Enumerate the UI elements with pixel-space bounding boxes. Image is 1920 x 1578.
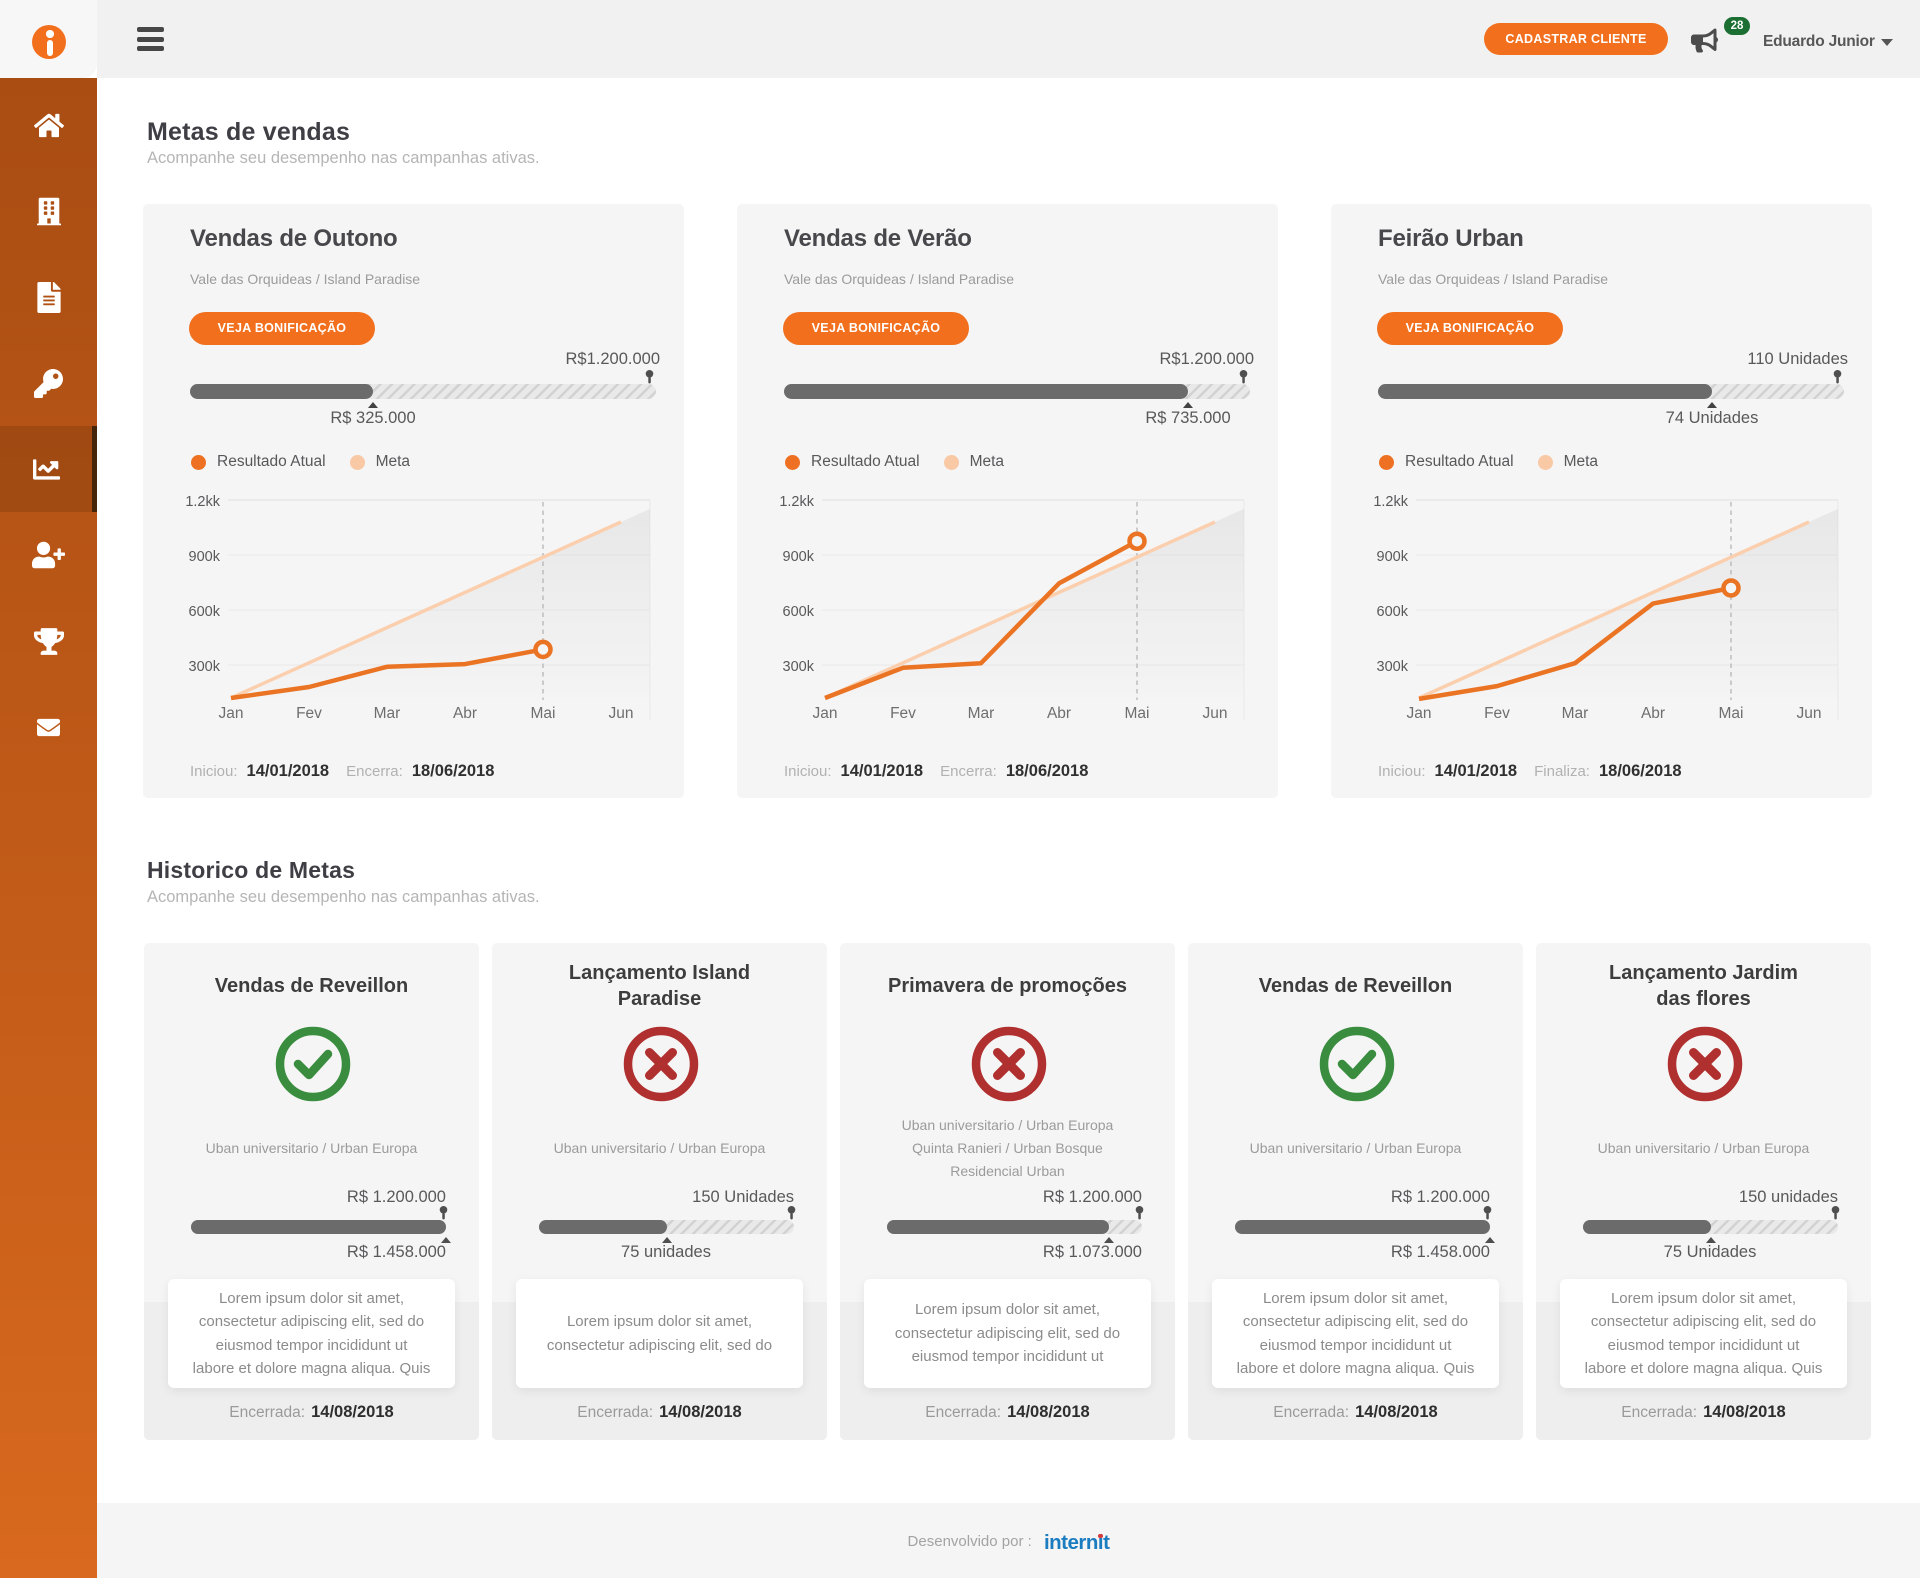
svg-text:300k: 300k xyxy=(783,659,815,675)
svg-text:Mar: Mar xyxy=(1562,705,1589,722)
svg-text:Mar: Mar xyxy=(968,705,995,722)
svg-text:1.2kk: 1.2kk xyxy=(1373,494,1408,510)
svg-text:900k: 900k xyxy=(1377,549,1409,565)
svg-text:Mar: Mar xyxy=(374,705,401,722)
svg-text:900k: 900k xyxy=(783,549,815,565)
svg-text:Jan: Jan xyxy=(219,705,244,722)
svg-text:Jun: Jun xyxy=(1203,705,1228,722)
svg-text:300k: 300k xyxy=(189,659,221,675)
svg-text:Jun: Jun xyxy=(609,705,634,722)
svg-text:900k: 900k xyxy=(189,549,221,565)
svg-text:Jun: Jun xyxy=(1797,705,1822,722)
svg-text:Jan: Jan xyxy=(1407,705,1432,722)
svg-text:Abr: Abr xyxy=(1047,705,1071,722)
svg-text:1.2kk: 1.2kk xyxy=(185,494,220,510)
svg-text:Fev: Fev xyxy=(890,705,916,722)
svg-text:Jan: Jan xyxy=(813,705,838,722)
svg-text:Mai: Mai xyxy=(1719,705,1744,722)
svg-text:600k: 600k xyxy=(783,604,815,620)
svg-text:300k: 300k xyxy=(1377,659,1409,675)
svg-text:Mai: Mai xyxy=(531,705,556,722)
svg-text:Abr: Abr xyxy=(453,705,477,722)
svg-text:Mai: Mai xyxy=(1125,705,1150,722)
svg-text:600k: 600k xyxy=(1377,604,1409,620)
svg-text:600k: 600k xyxy=(189,604,221,620)
svg-text:Fev: Fev xyxy=(1484,705,1510,722)
svg-text:Fev: Fev xyxy=(296,705,322,722)
svg-text:Abr: Abr xyxy=(1641,705,1665,722)
svg-text:1.2kk: 1.2kk xyxy=(779,494,814,510)
